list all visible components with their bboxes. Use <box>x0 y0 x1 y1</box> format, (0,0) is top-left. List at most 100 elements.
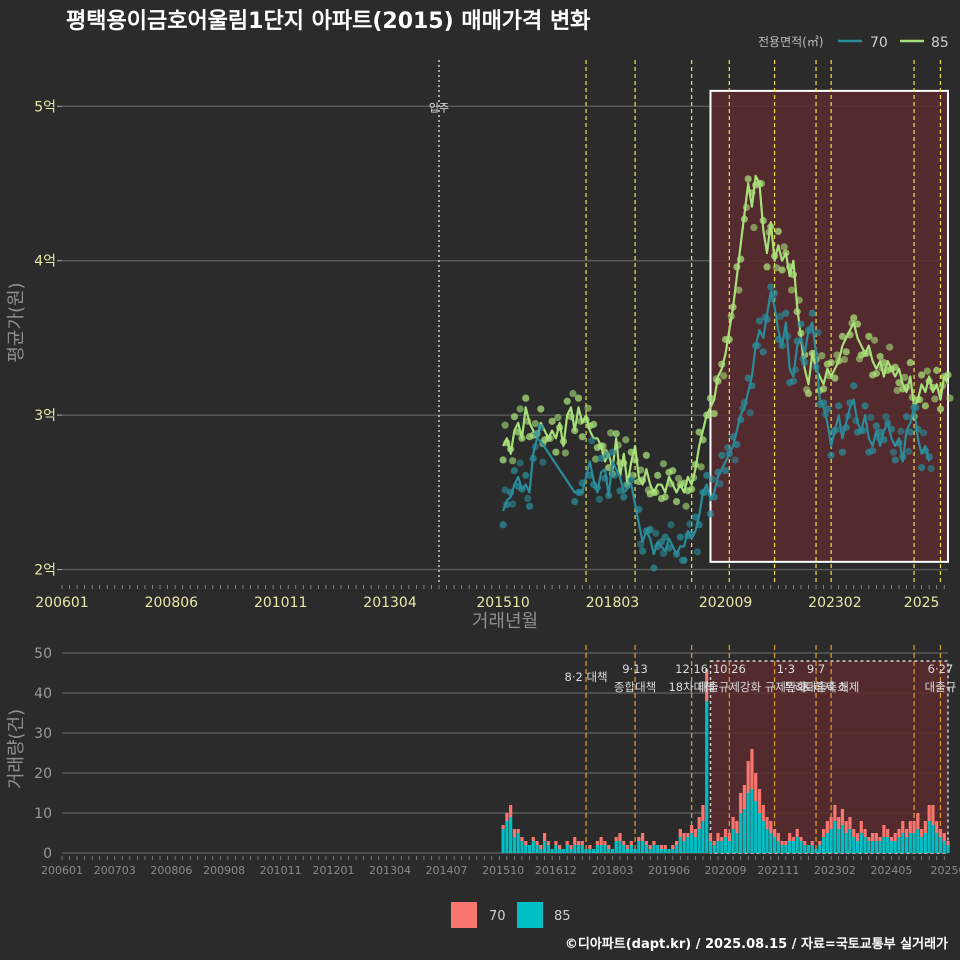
bar-70-74 <box>780 841 784 845</box>
bar-85-92 <box>848 829 852 853</box>
point-extra-85-58 <box>720 372 728 380</box>
point-extra-85-4 <box>516 405 524 413</box>
point-85-73 <box>774 227 782 235</box>
point-extra-85-66 <box>750 223 758 232</box>
point-85-112 <box>921 402 929 410</box>
bar-70-67 <box>754 773 758 801</box>
bar-85-50 <box>690 833 694 853</box>
bar-70-113 <box>927 805 931 821</box>
point-85-91 <box>842 348 850 356</box>
bar-85-85 <box>821 837 826 853</box>
point-70-45 <box>718 451 726 459</box>
bar-85-68 <box>757 813 762 853</box>
bar-70-40 <box>652 841 656 845</box>
bar-85-71 <box>769 833 773 853</box>
vol-tick-label-x-6: 201304 <box>369 864 411 877</box>
vol-tick-label-x-10: 201803 <box>591 864 633 877</box>
bar-85-43 <box>663 849 667 853</box>
bar-85-9 <box>535 845 539 853</box>
caption: ©디아파트(dapt.kr) / 2025.08.15 / 자료=국토교통부 실… <box>565 936 948 952</box>
bar-85-36 <box>637 841 641 853</box>
point-85-93 <box>850 314 858 322</box>
policy-label-4-0: 1·3 <box>777 662 795 676</box>
bar-70-106 <box>901 821 905 833</box>
point-70-17 <box>597 454 605 462</box>
tick-label-y-0: 2억 <box>34 563 56 579</box>
bar-70-70 <box>765 817 769 829</box>
bar-85-69 <box>761 821 765 853</box>
point-85-85 <box>819 385 828 393</box>
point-extra-85-102 <box>886 343 894 351</box>
bar-85-113 <box>927 821 931 853</box>
point-extra-85-16 <box>561 449 570 457</box>
bar-85-32 <box>622 845 626 853</box>
bar-70-87 <box>829 817 833 829</box>
legend-label-85: 85 <box>931 35 949 51</box>
point-85-100 <box>876 352 884 361</box>
vol-tick-label-x-4: 201011 <box>260 864 302 877</box>
bar-70-101 <box>882 825 886 837</box>
point-extra-85-62 <box>735 286 743 294</box>
point-85-17 <box>563 397 571 405</box>
point-85-43 <box>661 493 669 501</box>
point-70-66 <box>797 320 805 328</box>
bar-70-0 <box>501 825 505 829</box>
policy-label-1-1: 종합대책 <box>614 680 656 694</box>
bar-85-38 <box>644 845 648 853</box>
bar-85-41 <box>656 845 660 853</box>
point-extra-70-42 <box>708 475 717 483</box>
bar-85-109 <box>912 833 916 853</box>
bar-70-42 <box>659 845 664 849</box>
bar-70-118 <box>946 841 950 845</box>
point-extra-70-52 <box>746 409 754 417</box>
bar-70-76 <box>788 833 792 841</box>
bar-85-81 <box>806 845 811 853</box>
bar-70-64 <box>742 785 747 809</box>
bar-85-84 <box>818 845 822 853</box>
bar-85-49 <box>686 837 690 853</box>
point-extra-70-10 <box>539 458 547 466</box>
bar-85-39 <box>648 849 652 853</box>
bar-85-104 <box>893 841 897 853</box>
bar-70-37 <box>641 833 645 841</box>
bar-85-28 <box>607 849 611 853</box>
bar-85-86 <box>825 833 829 853</box>
bar-70-5 <box>520 837 524 841</box>
bar-85-97 <box>867 841 871 853</box>
bar-70-34 <box>629 841 633 845</box>
tick-label-x-5: 201803 <box>586 595 639 611</box>
bar-70-72 <box>772 829 777 837</box>
bar-85-0 <box>501 829 505 853</box>
bar-85-14 <box>554 845 558 853</box>
bar-70-59 <box>723 829 728 837</box>
bar-70-90 <box>840 809 845 825</box>
bar-85-19 <box>573 845 577 853</box>
bar-70-36 <box>637 837 641 841</box>
bar-70-96 <box>863 829 867 837</box>
bar-70-38 <box>644 841 648 845</box>
point-85-21 <box>578 433 586 441</box>
bar-85-115 <box>935 833 939 853</box>
bar-70-49 <box>686 833 690 837</box>
bar-85-16 <box>561 849 566 853</box>
point-70-34 <box>676 533 684 541</box>
bar-70-8 <box>531 837 535 841</box>
bar-85-95 <box>859 833 863 853</box>
bar-70-21 <box>580 841 584 845</box>
policy-label-5-0: 9·7 <box>807 662 825 676</box>
bar-85-91 <box>844 833 848 853</box>
vol-tick-label-x-13: 202111 <box>757 864 799 877</box>
bar-85-73 <box>776 841 780 853</box>
bar-70-18 <box>569 845 573 849</box>
bar-85-102 <box>886 837 890 853</box>
bar-70-3 <box>512 829 517 837</box>
bar-70-10 <box>539 845 543 849</box>
point-70-62 <box>782 309 790 317</box>
point-70-59 <box>770 289 779 297</box>
point-70-25 <box>639 547 647 555</box>
bar-70-99 <box>874 833 878 841</box>
point-70-77 <box>838 448 847 456</box>
bar-85-51 <box>693 837 697 853</box>
bar-85-82 <box>810 845 814 853</box>
bar-85-23 <box>588 849 592 853</box>
